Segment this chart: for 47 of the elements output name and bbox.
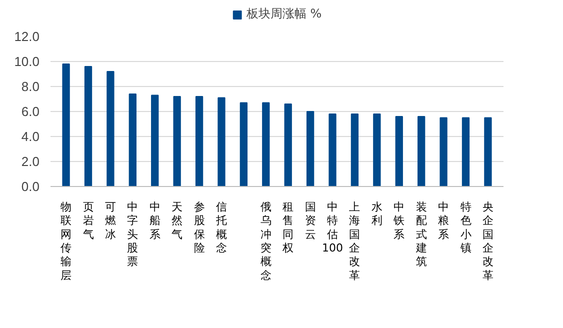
x-tick-label: 可燃冰 — [104, 200, 116, 241]
x-tick-label: 上海国企改革 — [349, 200, 360, 282]
x-tick-label: 参股保险 — [194, 200, 205, 254]
bar — [240, 102, 248, 186]
y-tick-label: 8.0 — [21, 79, 40, 94]
bar — [484, 117, 492, 186]
x-tick-label: 国资云 — [304, 200, 316, 241]
bar — [284, 104, 292, 186]
x-tick-label: 中特估100 — [322, 200, 344, 254]
x-tick-label: 水利 — [371, 200, 382, 228]
bar — [328, 114, 336, 186]
y-tick-label: 4.0 — [21, 129, 40, 144]
bar — [262, 102, 270, 186]
x-tick-label: 中字头股票 — [127, 200, 138, 268]
y-tick-label: 10.0 — [14, 54, 40, 69]
y-tick-label: 0.0 — [21, 179, 40, 194]
x-tick-label: 特色小镇 — [459, 200, 472, 254]
bar — [395, 116, 403, 186]
bar — [306, 111, 314, 186]
x-tick-label: 央企国企改革 — [482, 200, 494, 282]
y-tick-label: 2.0 — [21, 154, 40, 169]
bar — [462, 117, 470, 186]
bar — [218, 97, 226, 186]
bar — [350, 114, 359, 186]
bar — [440, 117, 448, 186]
x-tick-label: 俄乌冲突概念 — [260, 200, 272, 282]
x-tick-label: 物联网传输层 — [60, 200, 72, 282]
x-tick-label: 页岩气 — [82, 200, 94, 241]
x-tick-label: 租售同权 — [282, 200, 294, 254]
y-tick-label: 6.0 — [21, 104, 40, 119]
bar — [62, 64, 70, 186]
bar — [128, 94, 136, 186]
bar — [418, 116, 426, 186]
x-tick-label: 中粮系 — [438, 200, 450, 241]
bar — [173, 96, 181, 186]
y-tick-label: 12.0 — [14, 29, 40, 44]
bar — [373, 114, 381, 186]
bar — [195, 96, 204, 186]
x-tick-label: 天然气 — [172, 200, 183, 241]
bar — [106, 71, 114, 186]
legend-label: 板块周涨幅 % — [246, 6, 322, 22]
x-tick-label: 中船系 — [149, 200, 160, 241]
x-tick-label: 信托概念 — [214, 200, 227, 254]
bar — [151, 94, 159, 186]
x-tick-label: 中铁系 — [392, 200, 405, 241]
bar — [84, 66, 92, 186]
x-tick-label: 装配式建筑 — [414, 200, 427, 268]
